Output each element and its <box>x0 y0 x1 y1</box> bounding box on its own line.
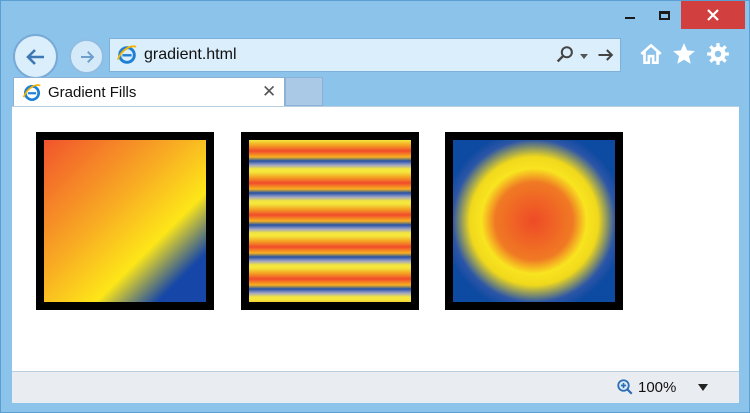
home-icon[interactable] <box>638 41 664 67</box>
zoom-icon <box>617 379 633 395</box>
address-bar[interactable]: gradient.html <box>109 38 621 72</box>
maximize-icon <box>658 10 670 20</box>
maximize-button[interactable] <box>647 1 681 29</box>
striped-gradient-square <box>241 132 419 310</box>
new-tab-button[interactable] <box>285 77 323 106</box>
window-controls <box>613 1 745 29</box>
page-content <box>12 106 739 371</box>
forward-arrow-icon <box>80 50 94 63</box>
zoom-dropdown-icon[interactable] <box>698 384 708 392</box>
zoom-control[interactable]: 100% <box>616 378 676 396</box>
tab-gradient-fills[interactable]: Gradient Fills ✕ <box>13 77 285 107</box>
tab-label: Gradient Fills <box>48 84 137 101</box>
forward-button[interactable] <box>69 39 104 74</box>
radial-gradient-square <box>445 132 623 310</box>
striped-gradient-fill <box>249 140 411 302</box>
linear-gradient-square <box>36 132 214 310</box>
tab-close-icon[interactable]: ✕ <box>262 82 277 101</box>
back-button[interactable] <box>13 34 58 79</box>
ie-logo-icon <box>22 84 41 101</box>
radial-gradient-fill <box>453 140 615 302</box>
minimize-button[interactable] <box>613 1 647 29</box>
zoom-level: 100% <box>638 378 677 396</box>
close-icon <box>707 9 719 21</box>
minimize-icon <box>625 17 635 19</box>
search-icon[interactable] <box>554 44 576 66</box>
back-arrow-icon <box>25 48 44 65</box>
settings-gear-icon[interactable] <box>705 41 731 67</box>
dropdown-caret-icon[interactable] <box>578 50 590 62</box>
linear-gradient-fill <box>44 140 206 302</box>
status-bar: 100% <box>12 371 739 403</box>
address-url[interactable]: gradient.html <box>144 46 237 63</box>
go-arrow-icon[interactable] <box>596 45 616 65</box>
favorites-star-icon[interactable] <box>671 41 697 67</box>
close-button[interactable] <box>681 1 745 29</box>
ie-logo-icon <box>116 45 137 64</box>
